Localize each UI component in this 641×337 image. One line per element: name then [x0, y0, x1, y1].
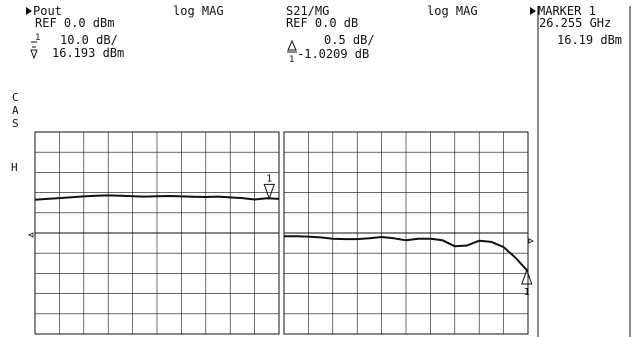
marker-panel: MARKER 1 26.255 GHz 16.19 dBm [530, 4, 631, 337]
right-trace-point [283, 235, 285, 237]
right-channel-name: S21/MG [286, 4, 329, 18]
left-trace-point [254, 199, 256, 200]
right-trace-point [466, 245, 468, 246]
left-reference-label: REF 0.0 dBm [35, 16, 114, 30]
left-marker-icon [263, 183, 275, 200]
right-scale-marker-icon [287, 39, 297, 53]
marker-frequency: 26.255 GHz [539, 16, 611, 30]
right-trace-point [405, 239, 407, 241]
right-trace-point [417, 238, 419, 240]
right-trace-point [515, 257, 517, 259]
left-trace-point [168, 195, 170, 197]
left-trace-point [34, 199, 36, 201]
left-channel-name: Pout [33, 4, 62, 18]
left-trace-point [132, 195, 134, 197]
right-scale-label: 0.5 dB/ [324, 33, 375, 47]
marker-label: MARKER 1 [538, 4, 596, 18]
left-trace-point [71, 196, 72, 198]
left-channel-header: Pout log MAG REF 0.0 dBm 1 10.0 dB/ 16.1… [26, 4, 224, 60]
right-trace-point [308, 236, 309, 238]
right-reference-position-icon [528, 238, 534, 244]
left-trace-point [242, 197, 243, 199]
left-trace-point [229, 197, 231, 198]
left-trace-point [59, 197, 60, 199]
marker-readout-value: 16.19 dBm [557, 33, 622, 47]
left-trace-point [266, 197, 268, 199]
right-marker-label: 1 [524, 287, 530, 298]
right-trace-point [442, 239, 443, 241]
left-trace-point [120, 195, 121, 197]
active-channel-arrow-icon [26, 7, 32, 15]
left-format-label: log MAG [173, 4, 224, 18]
left-trace-point [144, 196, 146, 198]
left-trace-point [217, 196, 219, 198]
status-letter-c: C [12, 91, 19, 104]
left-marker-label: 1 [266, 173, 272, 184]
left-trace-point [107, 195, 109, 196]
left-trace-point [193, 196, 195, 198]
right-marker-number: 1 [289, 55, 294, 65]
left-trace-point [83, 196, 85, 197]
left-marker-value: 16.193 dBm [52, 46, 124, 60]
marker-panel-arrow-icon [530, 7, 536, 15]
right-trace-point [295, 235, 297, 237]
status-letter-s: S [12, 117, 19, 130]
left-trace-point [46, 198, 48, 200]
left-trace-point [156, 195, 158, 197]
left-plot-area: 1 [34, 131, 280, 335]
right-trace-point [503, 246, 504, 248]
left-trace-point [181, 196, 182, 197]
right-trace-point [320, 237, 321, 238]
left-marker-number: 1 [35, 33, 40, 43]
right-trace-point [381, 236, 382, 238]
left-trace-point [278, 198, 280, 200]
left-scale-marker-icon [30, 41, 38, 60]
side-status-labels: C A S H [11, 91, 19, 174]
right-marker-value: -1.0209 dB [297, 47, 369, 61]
right-marker-icon [521, 268, 533, 285]
right-trace-point [344, 238, 346, 240]
right-trace-point [332, 238, 334, 240]
right-trace-point [393, 237, 395, 239]
right-reference-label: REF 0.0 dB [286, 16, 358, 30]
status-letter-h: H [11, 161, 18, 174]
left-trace-point [205, 196, 207, 198]
right-trace-point [356, 238, 358, 240]
right-format-label: log MAG [427, 4, 478, 18]
right-trace-point [454, 245, 456, 247]
left-trace-point [95, 195, 97, 197]
left-reference-position-icon [28, 232, 34, 238]
status-letter-a: A [12, 104, 19, 117]
left-scale-label: 10.0 dB/ [60, 33, 118, 47]
right-trace-point [478, 240, 480, 242]
right-channel-header: S21/MG log MAG REF 0.0 dB 0.5 dB/ 1 -1.0… [286, 4, 478, 65]
right-trace-point [369, 237, 370, 239]
right-trace-point [491, 241, 492, 243]
right-trace-point [430, 238, 431, 240]
right-plot-area: 1 [283, 131, 533, 335]
